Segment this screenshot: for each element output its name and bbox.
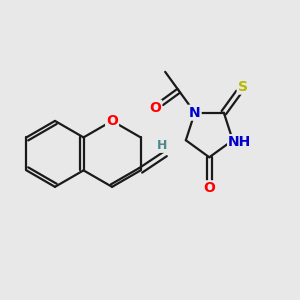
- Text: NH: NH: [228, 135, 251, 149]
- Text: S: S: [238, 80, 248, 94]
- Text: O: O: [203, 181, 215, 195]
- Text: H: H: [157, 139, 167, 152]
- Text: O: O: [149, 101, 161, 115]
- Text: O: O: [106, 114, 118, 128]
- Text: N: N: [189, 106, 201, 120]
